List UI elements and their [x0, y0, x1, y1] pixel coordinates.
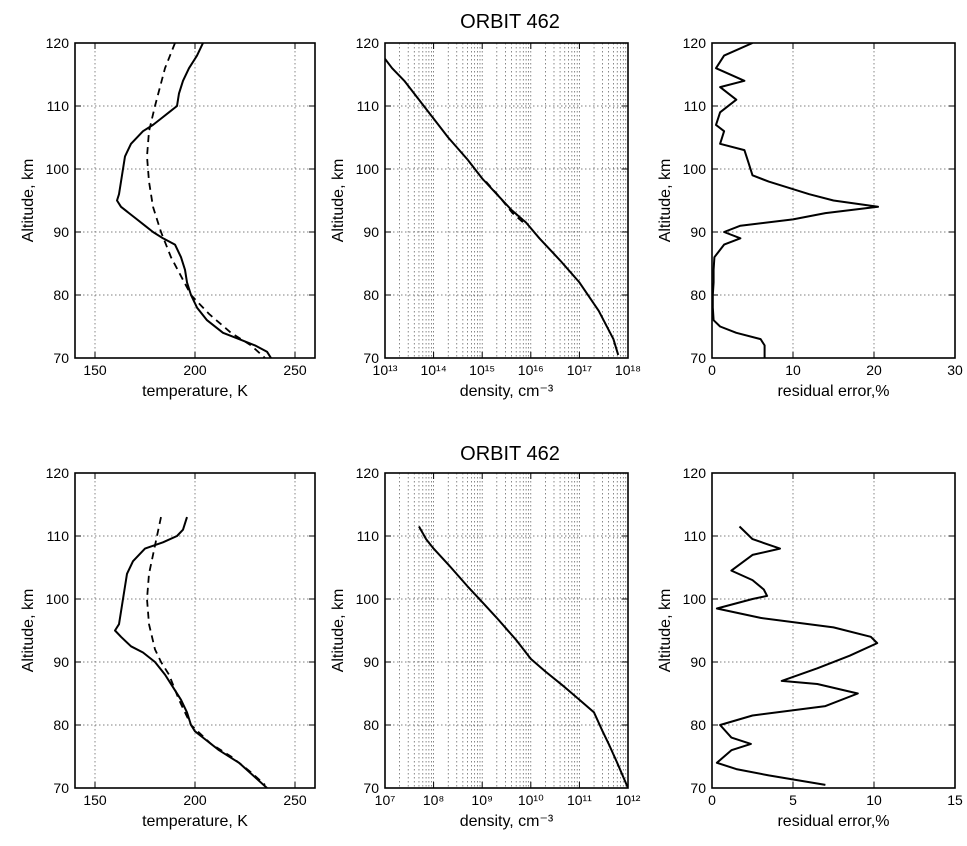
panel-1: 150 200 250 70 80 90 100 110 120 temperature, K Al… [20, 35, 316, 400]
y-tick-label: 110 [684, 98, 707, 114]
y-tick-label: 120 [356, 465, 380, 481]
series-line-solid [712, 43, 879, 358]
plot-frame [711, 42, 956, 359]
y-axis-label: Altitude, km [20, 589, 37, 673]
y-tick-label: 120 [46, 35, 70, 51]
y-tick-label: 70 [690, 350, 706, 366]
y-tick-label: 120 [46, 465, 70, 481]
y-tick-label: 90 [690, 654, 706, 670]
x-tick-label: 200 [183, 792, 207, 808]
series-line-solid [715, 525, 879, 786]
y-axis-label: Altitude, km [20, 159, 37, 243]
y-tick-label: 120 [683, 35, 707, 51]
x-tick-label: 10¹² [616, 792, 641, 808]
x-tick-label: 10¹¹ [567, 792, 592, 808]
x-tick-label: 20 [866, 362, 882, 378]
y-tick-label: 80 [690, 287, 706, 303]
y-tick-label: 100 [683, 591, 707, 607]
y-tick-label: 110 [357, 98, 380, 114]
x-tick-label: 10¹⁰ [518, 792, 544, 808]
y-tick-label: 90 [363, 654, 379, 670]
y-tick-label: 100 [356, 591, 380, 607]
y-axis-label: Altitude, km [657, 589, 674, 673]
x-tick-label: 10¹⁷ [567, 362, 592, 378]
y-tick-label: 100 [46, 591, 70, 607]
y-tick-label: 80 [53, 717, 69, 733]
x-tick-label: 10 [785, 362, 801, 378]
y-tick-label: 80 [363, 717, 379, 733]
x-axis-label: temperature, K [142, 383, 248, 400]
y-tick-label: 80 [690, 717, 706, 733]
panel-5: 10⁷ 10⁸ 10⁹ 10¹⁰ 10¹¹ 10¹² 70 80 90 100 110 120 dens… [330, 465, 641, 830]
y-tick-label: 110 [684, 528, 707, 544]
y-tick-label: 120 [356, 35, 380, 51]
series-line-dashed [146, 516, 266, 786]
y-tick-label: 70 [363, 350, 379, 366]
x-axis-label: density, cm⁻³ [460, 383, 554, 400]
y-tick-label: 90 [363, 224, 379, 240]
x-axis-label: temperature, K [142, 813, 248, 830]
plot-frame [384, 472, 629, 789]
x-tick-label: 10¹⁵ [469, 362, 495, 378]
panel-3: 0 10 20 30 70 80 90 100 110 120 residual error,% Al… [657, 35, 963, 400]
y-tick-label: 120 [683, 465, 707, 481]
x-tick-label: 10⁷ [375, 792, 396, 808]
x-tick-label: 0 [708, 362, 716, 378]
y-tick-label: 100 [46, 161, 70, 177]
row-title-bottom: ORBIT 462 [460, 443, 560, 465]
x-tick-label: 10⁸ [423, 792, 445, 808]
y-tick-label: 80 [53, 287, 69, 303]
x-axis-label: residual error,% [777, 383, 889, 400]
x-tick-label: 10 [866, 792, 882, 808]
y-tick-label: 110 [357, 528, 380, 544]
y-tick-label: 90 [690, 224, 706, 240]
y-tick-label: 70 [690, 780, 706, 796]
y-axis-label: Altitude, km [330, 589, 347, 673]
x-tick-label: 200 [183, 362, 207, 378]
x-tick-label: 30 [947, 362, 963, 378]
x-axis-label: density, cm⁻³ [460, 813, 554, 830]
x-tick-label: 10¹⁸ [615, 362, 641, 378]
series-line-dashed [485, 181, 524, 224]
x-tick-label: 10¹⁶ [518, 362, 544, 378]
row-title-top: ORBIT 462 [460, 11, 560, 33]
y-tick-label: 100 [683, 161, 707, 177]
y-tick-label: 70 [363, 780, 379, 796]
plot-frame [384, 42, 629, 359]
x-tick-label: 10⁹ [471, 792, 493, 808]
panel-6: 0 5 10 15 70 80 90 100 110 120 residual error,% Alt… [657, 465, 963, 830]
x-axis-label: residual error,% [777, 813, 889, 830]
x-tick-label: 15 [947, 792, 963, 808]
x-tick-label: 250 [283, 362, 307, 378]
series-line-solid [116, 43, 272, 358]
panel-4: 150 200 250 70 80 90 100 110 120 temperature, K Al… [20, 465, 316, 830]
y-tick-label: 70 [53, 780, 69, 796]
x-tick-label: 10¹³ [373, 362, 398, 378]
y-axis-label: Altitude, km [330, 159, 347, 243]
x-tick-label: 150 [83, 792, 107, 808]
x-tick-label: 250 [283, 792, 307, 808]
y-tick-label: 100 [356, 161, 380, 177]
x-tick-label: 0 [708, 792, 716, 808]
series-line-dashed [146, 43, 266, 358]
plot-frame [711, 472, 956, 789]
x-tick-label: 10¹⁴ [420, 362, 446, 378]
y-tick-label: 90 [53, 654, 69, 670]
y-tick-label: 70 [53, 350, 69, 366]
y-tick-label: 110 [47, 528, 70, 544]
x-tick-label: 150 [83, 362, 107, 378]
y-axis-label: Altitude, km [657, 159, 674, 243]
x-tick-label: 5 [789, 792, 797, 808]
series-line-solid [418, 526, 628, 788]
series-line-solid [385, 58, 620, 356]
y-tick-label: 90 [53, 224, 69, 240]
y-tick-label: 110 [47, 98, 70, 114]
series-line-solid [114, 516, 268, 788]
panel-2: 10¹³ 10¹⁴ 10¹⁵ 10¹⁶ 10¹⁷ 10¹⁸ 70 80 90 100 110 120 d… [330, 35, 641, 400]
y-tick-label: 80 [363, 287, 379, 303]
